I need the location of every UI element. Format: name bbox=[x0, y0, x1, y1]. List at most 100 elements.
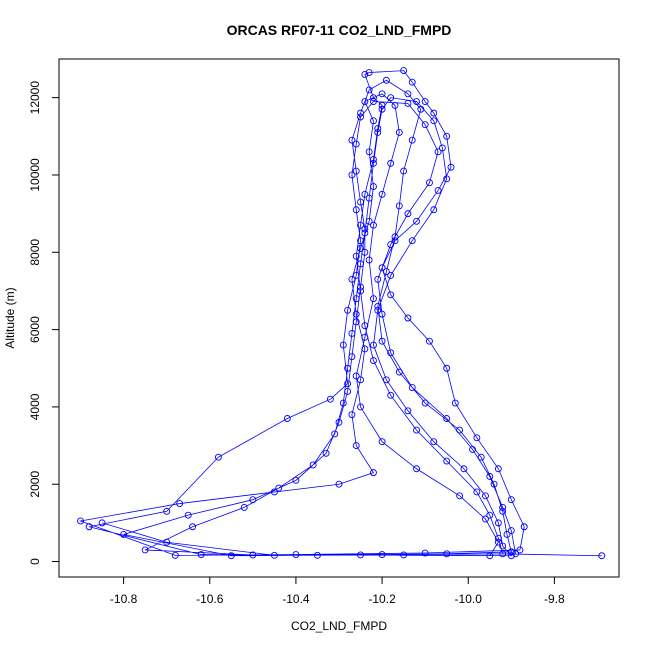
y-tick-label: 4000 bbox=[28, 393, 42, 420]
x-tick-label: -10.0 bbox=[455, 592, 483, 606]
data-point bbox=[77, 517, 84, 525]
data-point bbox=[348, 411, 356, 419]
data-point bbox=[404, 314, 412, 322]
series-line bbox=[78, 70, 602, 557]
data-point bbox=[352, 310, 360, 318]
data-point bbox=[352, 295, 360, 303]
data-point bbox=[335, 480, 343, 488]
data-point bbox=[176, 500, 184, 507]
data-point bbox=[426, 179, 433, 187]
data-point bbox=[460, 465, 468, 473]
data-point bbox=[370, 183, 377, 191]
data-point bbox=[400, 551, 408, 559]
data-point bbox=[387, 94, 395, 102]
data-point bbox=[434, 148, 442, 156]
data-point bbox=[374, 128, 382, 136]
data-point bbox=[352, 318, 360, 326]
data-point bbox=[309, 461, 317, 469]
data-point bbox=[438, 144, 446, 152]
data-point bbox=[430, 117, 438, 125]
data-point bbox=[335, 418, 343, 426]
data-point bbox=[344, 306, 352, 314]
data-point bbox=[357, 244, 364, 252]
data-point bbox=[120, 531, 128, 538]
data-point bbox=[365, 148, 373, 156]
data-point bbox=[387, 349, 395, 357]
data-point bbox=[365, 86, 373, 94]
data-point bbox=[370, 156, 377, 163]
data-point bbox=[404, 100, 412, 107]
data-point bbox=[482, 492, 489, 500]
y-tick-label: 6000 bbox=[28, 316, 42, 343]
data-point bbox=[348, 136, 356, 144]
data-point bbox=[486, 511, 494, 519]
data-point bbox=[447, 163, 455, 171]
data-point bbox=[283, 415, 291, 422]
x-tick-label: -10.8 bbox=[110, 592, 138, 606]
data-point bbox=[361, 229, 369, 237]
data-point bbox=[374, 275, 382, 283]
data-point bbox=[512, 550, 520, 558]
y-tick-label: 0 bbox=[28, 558, 42, 565]
data-point bbox=[352, 140, 360, 148]
data-point bbox=[477, 453, 485, 461]
data-point bbox=[507, 496, 515, 504]
data-point bbox=[486, 473, 494, 480]
data-point bbox=[357, 376, 364, 384]
data-point bbox=[357, 113, 364, 121]
data-point bbox=[413, 98, 420, 105]
data-point bbox=[357, 109, 364, 117]
data-point bbox=[361, 248, 369, 256]
data-point bbox=[382, 376, 390, 384]
data-point bbox=[344, 364, 352, 372]
data-point bbox=[387, 291, 395, 299]
data-point bbox=[408, 78, 416, 86]
data-point bbox=[378, 310, 386, 318]
data-point bbox=[413, 465, 420, 473]
data-point bbox=[352, 372, 360, 380]
data-point bbox=[516, 546, 524, 554]
data-point bbox=[370, 94, 377, 102]
data-point bbox=[352, 252, 360, 260]
data-point bbox=[430, 109, 438, 117]
data-point bbox=[357, 287, 364, 295]
data-point bbox=[482, 515, 489, 523]
data-point bbox=[499, 550, 507, 558]
data-point bbox=[370, 341, 377, 349]
data-point bbox=[494, 538, 502, 546]
data-point bbox=[227, 552, 235, 560]
data-point bbox=[370, 117, 377, 125]
data-point bbox=[85, 523, 93, 531]
data-point bbox=[494, 519, 502, 527]
data-point bbox=[189, 523, 196, 531]
data-point bbox=[141, 546, 149, 554]
data-point bbox=[382, 76, 390, 84]
data-point bbox=[451, 399, 459, 407]
data-point bbox=[370, 295, 377, 303]
y-tick-label: 12000 bbox=[28, 81, 42, 115]
data-point bbox=[456, 426, 464, 434]
chart-title: ORCAS RF07-11 CO2_LND_FMPD bbox=[227, 22, 452, 38]
data-point bbox=[421, 549, 429, 557]
data-point bbox=[378, 101, 386, 109]
data-point bbox=[374, 125, 382, 133]
data-point bbox=[408, 384, 416, 392]
data-point bbox=[365, 194, 373, 202]
data-point bbox=[370, 221, 377, 229]
data-point bbox=[400, 67, 408, 75]
data-point bbox=[184, 511, 192, 519]
data-point bbox=[378, 190, 386, 198]
data-point bbox=[413, 426, 420, 434]
data-point bbox=[443, 415, 451, 422]
data-point bbox=[374, 306, 382, 314]
x-axis-label: CO2_LND_FMPD bbox=[291, 619, 387, 633]
data-point bbox=[404, 210, 412, 218]
data-point bbox=[361, 190, 369, 198]
data-point bbox=[270, 488, 278, 496]
data-point bbox=[352, 442, 360, 450]
data-point bbox=[395, 202, 403, 210]
data-point bbox=[357, 551, 364, 559]
data-point bbox=[456, 492, 464, 500]
data-point bbox=[434, 186, 442, 194]
data-point bbox=[387, 159, 395, 167]
